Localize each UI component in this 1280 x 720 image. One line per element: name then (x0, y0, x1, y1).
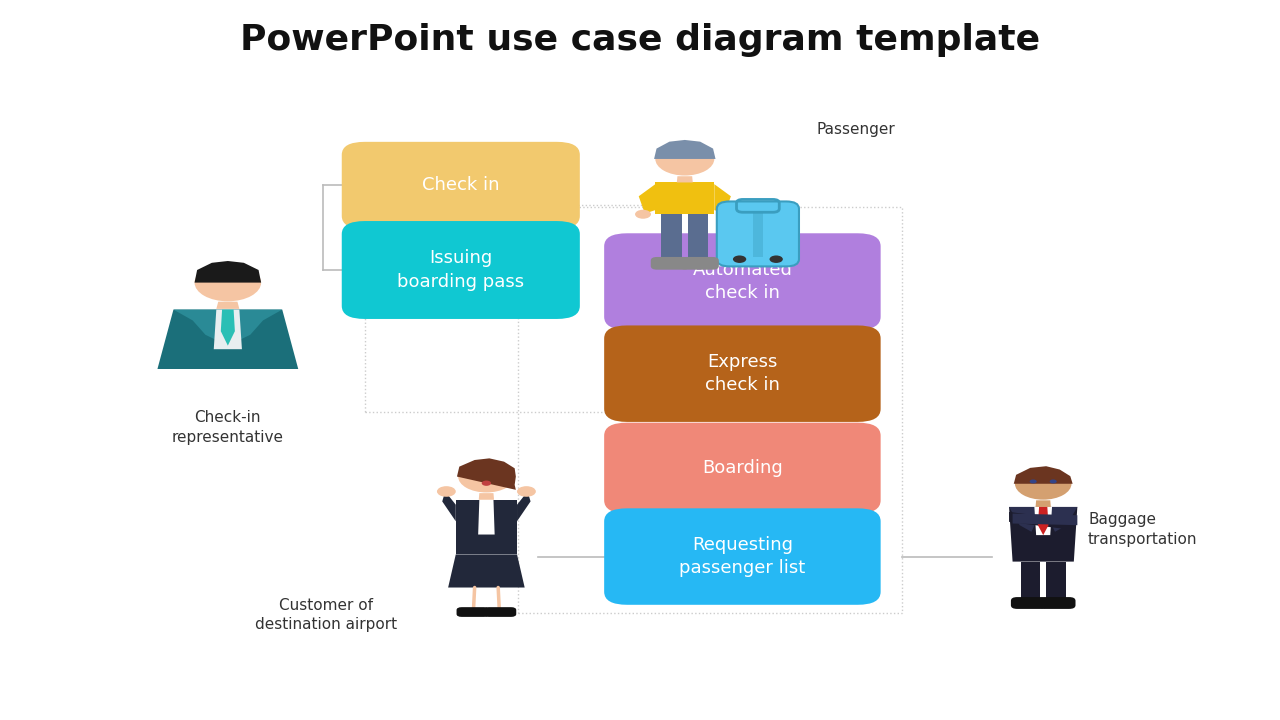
FancyBboxPatch shape (457, 607, 489, 617)
Polygon shape (443, 492, 456, 521)
Text: PowerPoint use case diagram template: PowerPoint use case diagram template (239, 22, 1041, 57)
Bar (365, 205, 698, 412)
Text: Issuing
boarding pass: Issuing boarding pass (397, 249, 525, 291)
Text: Baggage
transportation: Baggage transportation (1088, 512, 1198, 546)
Polygon shape (228, 310, 283, 346)
FancyBboxPatch shape (604, 423, 881, 513)
Polygon shape (662, 214, 682, 262)
Polygon shape (1009, 507, 1078, 562)
FancyBboxPatch shape (680, 257, 719, 270)
FancyBboxPatch shape (717, 202, 799, 266)
Polygon shape (1046, 562, 1065, 601)
Polygon shape (1043, 507, 1078, 532)
Polygon shape (457, 459, 516, 490)
Polygon shape (1009, 512, 1074, 530)
Polygon shape (1012, 513, 1078, 525)
Polygon shape (220, 310, 236, 346)
Polygon shape (1009, 507, 1043, 532)
Text: Express
check in: Express check in (705, 353, 780, 395)
Circle shape (436, 486, 456, 497)
Text: Passenger: Passenger (817, 122, 896, 137)
Polygon shape (1021, 562, 1041, 601)
Polygon shape (655, 182, 714, 215)
Circle shape (517, 486, 536, 497)
FancyBboxPatch shape (342, 142, 580, 229)
FancyBboxPatch shape (604, 325, 881, 422)
Polygon shape (1038, 507, 1048, 535)
Polygon shape (214, 310, 242, 349)
Polygon shape (448, 554, 525, 588)
Circle shape (1029, 480, 1037, 483)
Polygon shape (195, 261, 261, 282)
Polygon shape (654, 140, 716, 159)
Circle shape (1015, 468, 1071, 500)
Polygon shape (1014, 467, 1073, 484)
Circle shape (458, 461, 515, 492)
Polygon shape (1036, 500, 1051, 507)
Circle shape (655, 143, 714, 176)
Polygon shape (479, 500, 494, 534)
Circle shape (733, 256, 746, 263)
Polygon shape (639, 184, 655, 214)
Polygon shape (1034, 507, 1052, 535)
FancyBboxPatch shape (604, 508, 881, 605)
Circle shape (718, 210, 735, 219)
Polygon shape (687, 214, 708, 262)
Polygon shape (157, 310, 298, 369)
Polygon shape (753, 210, 763, 257)
Circle shape (635, 210, 652, 219)
Circle shape (1050, 480, 1057, 483)
Polygon shape (216, 302, 239, 309)
Circle shape (195, 264, 261, 302)
Bar (518, 207, 902, 613)
Text: Check in: Check in (422, 176, 499, 194)
Text: Customer of
destination airport: Customer of destination airport (255, 598, 398, 632)
Polygon shape (714, 184, 731, 214)
Polygon shape (677, 176, 692, 182)
Circle shape (481, 480, 492, 486)
FancyBboxPatch shape (484, 607, 516, 617)
Text: Boarding: Boarding (701, 459, 783, 477)
Circle shape (769, 256, 783, 263)
Text: Check-in
representative: Check-in representative (172, 410, 284, 445)
Polygon shape (173, 310, 228, 346)
Text: Automated
check in: Automated check in (692, 261, 792, 302)
Polygon shape (479, 493, 494, 500)
FancyBboxPatch shape (342, 221, 580, 319)
FancyBboxPatch shape (604, 233, 881, 330)
FancyBboxPatch shape (1011, 597, 1047, 609)
Polygon shape (456, 500, 517, 554)
Polygon shape (517, 492, 530, 521)
FancyBboxPatch shape (1039, 597, 1075, 609)
Text: Requesting
passenger list: Requesting passenger list (680, 536, 805, 577)
FancyBboxPatch shape (650, 257, 690, 270)
